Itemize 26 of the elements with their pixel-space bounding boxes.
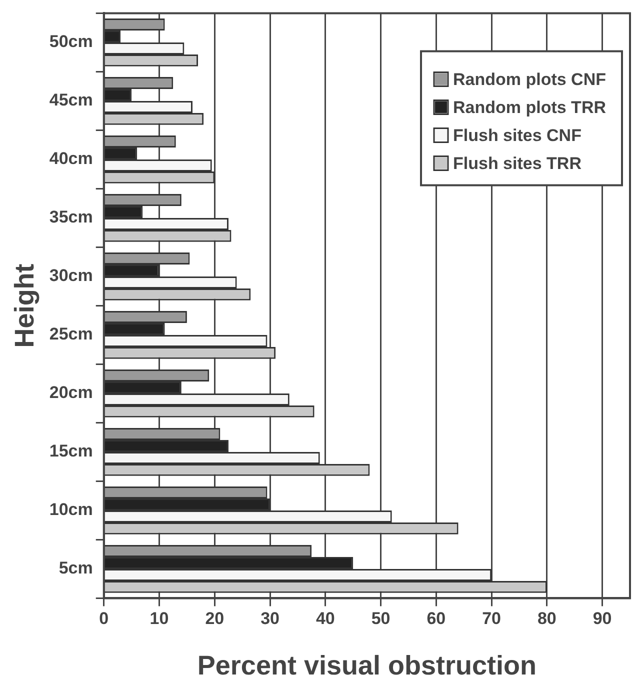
y-tick-label: 45cm (49, 90, 93, 110)
y-tick-label: 5cm (58, 558, 93, 578)
y-tick-label: 50cm (49, 32, 93, 52)
y-tick-label: 10cm (49, 500, 93, 520)
x-tick-label: 80 (537, 609, 556, 628)
x-tick-label: 70 (482, 609, 502, 628)
legend-label: Flush sites TRR (453, 154, 582, 173)
y-axis-title: Height (10, 264, 40, 348)
y-tick-label: 30cm (49, 266, 93, 286)
legend-label: Flush sites CNF (453, 126, 582, 145)
legend-label: Random plots TRR (453, 98, 606, 117)
y-tick-label: 25cm (49, 324, 93, 344)
x-tick-label: 20 (205, 609, 224, 628)
x-tick-label: 40 (316, 609, 335, 628)
x-tick-label: 10 (150, 609, 169, 628)
y-tick-label: 20cm (49, 383, 93, 402)
x-tick-label: 50 (371, 609, 390, 628)
x-axis-title: Percent visual obstruction (197, 650, 536, 680)
x-tick-label: 90 (592, 609, 612, 628)
x-tick-label: 30 (260, 609, 280, 628)
y-tick-label: 15cm (49, 442, 93, 461)
y-tick-label: 40cm (49, 149, 93, 168)
x-tick-label: 60 (426, 609, 446, 628)
x-tick-label: 0 (99, 609, 109, 628)
legend-label: Random plots CNF (453, 70, 606, 89)
y-tick-label: 35cm (49, 208, 93, 227)
